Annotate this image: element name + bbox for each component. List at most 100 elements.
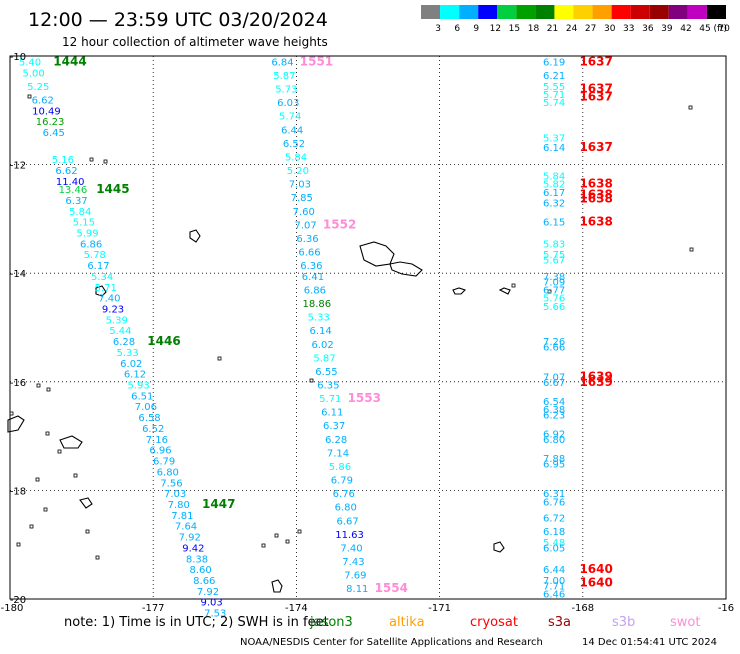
wave-height-label: 5.67 (543, 256, 565, 267)
wave-height-label: 7.16 (146, 435, 168, 446)
wave-height-label: 7.69 (344, 571, 366, 582)
islet-outline (85, 529, 90, 534)
islet-outline (688, 105, 693, 110)
satellite-legend-cryosat: cryosat (470, 615, 518, 630)
colorbar-swatch (440, 5, 460, 19)
islet-outline (309, 378, 314, 383)
islet-outline (16, 542, 21, 547)
colorbar-tick-label: 45 (699, 24, 710, 34)
wave-height-label: 6.36 (300, 261, 322, 272)
wave-height-label: 6.80 (543, 435, 565, 446)
wave-height-label: 6.52 (283, 139, 305, 150)
wave-height-label: 7.92 (179, 533, 201, 544)
wave-height-label: 6.58 (138, 413, 160, 424)
wave-height-label: 16.23 (36, 117, 65, 128)
wave-height-label: 5.33 (308, 313, 330, 324)
satellite-legend-jason3: jason3 (309, 615, 353, 630)
islet-outline (89, 157, 94, 162)
wave-height-label: 6.41 (302, 272, 324, 283)
colorbar-tick-label: 27 (585, 24, 596, 34)
wave-height-label: 5.84 (285, 152, 307, 163)
pass-time-label: 1637 (579, 54, 612, 68)
wave-height-label: 7.56 (160, 478, 182, 489)
wave-height-label: 5.44 (109, 326, 131, 337)
satellite-legend-altika: altika (389, 615, 425, 630)
colorbar-tick-label: 33 (623, 24, 634, 34)
wave-height-label: 6.76 (543, 497, 565, 508)
wave-height-label: 5.83 (543, 239, 565, 250)
islet-outline (689, 247, 694, 252)
colorbar-tick-label: 36 (642, 24, 654, 34)
pass-time-label: 1638 (579, 177, 612, 191)
islet-outline (9, 411, 14, 416)
islet-outline (95, 555, 100, 560)
wave-height-label: 6.32 (543, 199, 565, 210)
wave-height-label: 6.77 (543, 285, 565, 296)
footer-note: note: 1) Time is in UTC; 2) SWH is in fe… (64, 615, 329, 630)
islet-outline (57, 449, 62, 454)
wave-height-label: 8.38 (186, 554, 208, 565)
pass-time-label: 1639 (579, 375, 612, 389)
wave-height-label: 5.34 (91, 272, 113, 283)
wave-height-label: 6.14 (310, 326, 332, 337)
wave-height-label: 7.64 (175, 522, 197, 533)
island-outline (95, 285, 107, 297)
wave-height-label: 7.03 (289, 180, 311, 191)
wave-height-label: 9.42 (182, 543, 204, 554)
y-tick-label: -14 (10, 269, 26, 280)
wave-height-label: 7.71 (543, 581, 565, 592)
colorbar-swatch (668, 5, 688, 19)
islet-outline (29, 524, 34, 529)
pass-time-label: 1552 (323, 217, 356, 231)
wave-height-label: 6.92 (543, 429, 565, 440)
islet-outline (46, 387, 51, 392)
axis-tick-labels: -180 -177 -174 -171 -168 -16 -10 -12 -14 -16 -18 -2… (1, 52, 735, 614)
wave-height-label: 5.20 (287, 166, 309, 177)
islet-outline (217, 356, 222, 361)
island-outline (452, 287, 467, 295)
wave-height-label: 7.07 (543, 372, 565, 383)
island-outline (271, 579, 283, 593)
wave-height-label: 7.53 (204, 609, 226, 620)
pass-time-label: 1637 (579, 140, 612, 154)
islet-outline (35, 477, 40, 482)
wave-height-label: 6.05 (543, 543, 565, 554)
wave-height-label: 6.28 (325, 435, 347, 446)
track-jason3: 5.405.005.256.6210.4916.236.455.166.6211… (19, 54, 236, 619)
pass-time-label: 1640 (579, 562, 612, 576)
satellite-legend-s3a: s3a (548, 615, 571, 630)
wave-height-label: 6.21 (543, 71, 565, 82)
track-swot: 6.84 5.87 5.73 6.03 5.74 6.44 6.52 5.84 5.20 7.03… (271, 54, 408, 595)
pass-time-label: 1445 (96, 182, 129, 196)
wave-height-label: 5.93 (127, 381, 149, 392)
colorbar-swatch (573, 5, 593, 19)
wave-height-label: 7.43 (342, 557, 364, 568)
colorbar-tick-label: 70 (718, 24, 730, 34)
pass-time-label: 1638 (579, 215, 612, 229)
wave-height-label: 6.84 (271, 57, 293, 68)
colorbar-swatch (592, 5, 612, 19)
pass-time-label: 1637 (579, 82, 612, 96)
colorbar-swatch (649, 5, 669, 19)
wave-height-label: 5.40 (19, 57, 41, 68)
chart-subtitle: 12 hour collection of altimeter wave hei… (62, 35, 328, 49)
wave-height-label: 6.37 (65, 196, 87, 207)
wave-height-label: 6.14 (543, 143, 565, 154)
x-tick-label: -171 (428, 603, 451, 614)
colorbar-tick-label: 18 (528, 24, 540, 34)
wave-height-label: 6.28 (113, 337, 135, 348)
pass-time-label: 1637 (579, 90, 612, 104)
y-tick-label: -20 (10, 595, 26, 606)
colorbar-tick-label: 9 (473, 24, 479, 34)
pass-time-label: 1638 (579, 187, 612, 201)
island-outline (389, 261, 423, 277)
island-outline (79, 497, 93, 509)
wave-height-label: 5.71 (319, 394, 341, 405)
wave-height-label: 6.17 (87, 261, 109, 272)
wave-height-label: 7.06 (135, 402, 157, 413)
track-cryosat: 6.19 6.215.555.715.74 5.376.14 5.845.826.17… (543, 54, 613, 600)
islet-outline (274, 533, 279, 538)
colorbar-swatch (535, 5, 555, 19)
wave-height-label: 6.79 (153, 457, 175, 468)
